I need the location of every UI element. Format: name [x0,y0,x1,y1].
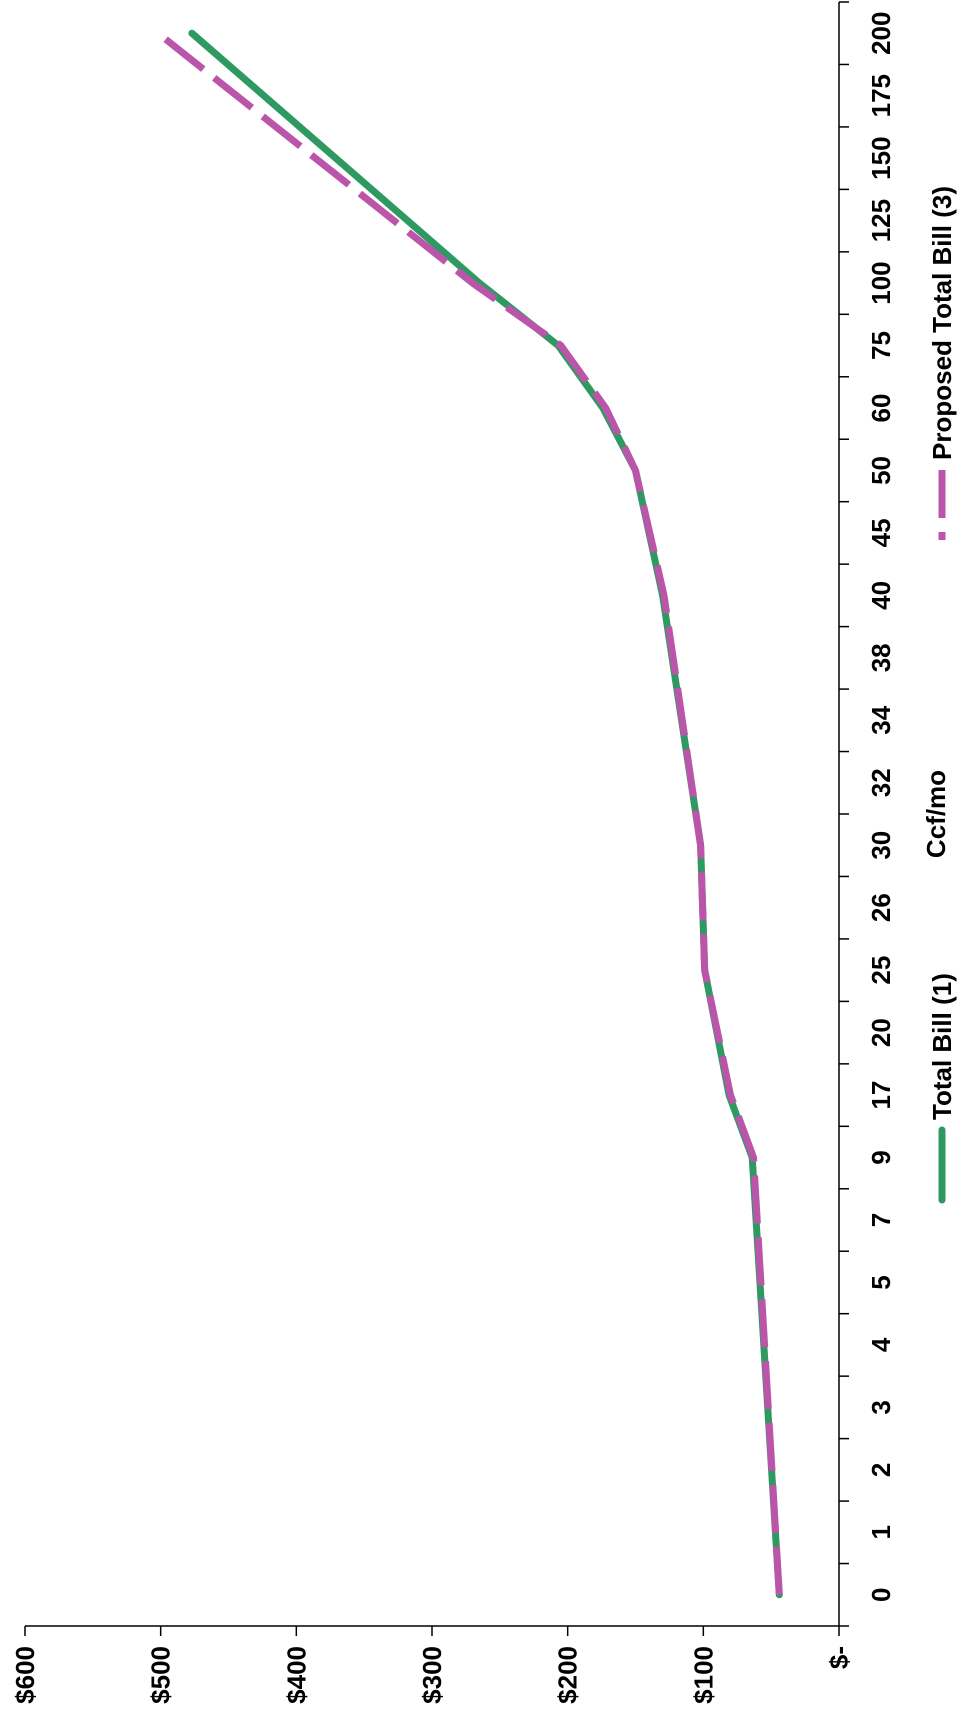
category-tick-label: 20 [866,1018,896,1047]
value-tick-label: $600 [10,1646,40,1704]
category-tick-label: 45 [866,518,896,547]
category-tick-label: 175 [866,74,896,117]
category-tick-label: 60 [866,394,896,423]
category-tick-label: 9 [866,1150,896,1164]
category-tick-label: 0 [866,1588,896,1602]
category-tick-label: 200 [866,12,896,55]
category-tick-label: 32 [866,768,896,797]
value-tick-label: $300 [417,1646,447,1704]
legend-label-2: Proposed Total Bill (3) [927,186,957,460]
value-tick-label: $- [824,1646,854,1669]
category-tick-label: 150 [866,136,896,179]
series-lines [155,29,783,1599]
category-tick-label: 2 [866,1463,896,1477]
value-tick-label: $400 [281,1646,311,1704]
category-tick-label: 25 [866,956,896,985]
category-tick-label: 4 [866,1337,896,1352]
legend: Total Bill (1) Proposed Total Bill (3) [927,186,957,1204]
series-line-2 [155,30,783,1596]
category-tick-label: 50 [866,456,896,485]
category-tick-label: 1 [866,1525,896,1539]
value-tick-label: $500 [146,1646,176,1704]
category-tick-label: 26 [866,893,896,922]
series-line-1 [188,29,783,1599]
category-tick-label: 7 [866,1213,896,1227]
category-tick-label: 38 [866,643,896,672]
axis-labels: 0123457917202526303234384045506075100125… [10,12,951,1704]
category-tick-label: 5 [866,1275,896,1289]
category-tick-label: 3 [866,1400,896,1414]
axes [24,1,849,1636]
value-tick-label: $100 [688,1646,718,1704]
category-tick-label: 17 [866,1081,896,1110]
category-tick-label: 30 [866,831,896,860]
category-tick-label: 34 [866,705,896,734]
legend-label-1: Total Bill (1) [927,973,957,1120]
category-tick-label: 125 [866,199,896,242]
value-tick-label: $200 [553,1646,583,1704]
category-tick-label: 75 [866,331,896,360]
category-axis-title: Ccf/mo [921,770,951,858]
category-tick-label: 40 [866,581,896,610]
category-tick-label: 100 [866,261,896,304]
